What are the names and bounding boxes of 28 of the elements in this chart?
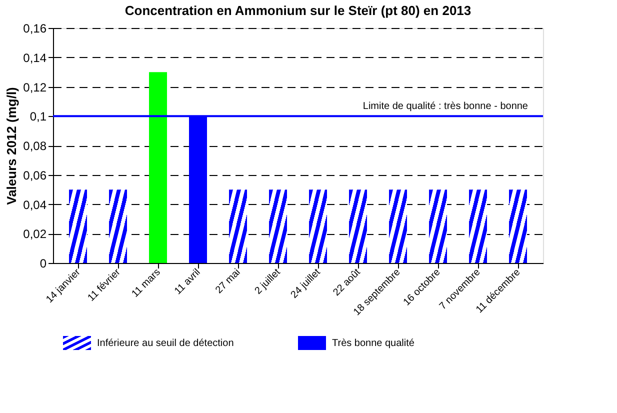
y-tick-label: 0,1: [30, 110, 47, 124]
chart-title: Concentration en Ammonium sur le Steïr (pt 80) en 2013: [124, 3, 472, 18]
y-tick-label: 0,08: [23, 139, 47, 153]
y-tick-label: 0,02: [23, 227, 47, 242]
y-tick-label: 0,16: [23, 22, 47, 36]
x-tick-label: 11 avril: [172, 266, 203, 298]
legend-label: Très bonne qualité: [332, 338, 415, 349]
ref-line-label: Limite de qualité : très bonne - bonne: [362, 101, 528, 112]
bar: [469, 190, 487, 263]
y-axis-title: Valeurs 2012 (mg/l): [4, 87, 20, 205]
legend-label: Inférieure au seuil de détection: [97, 338, 234, 349]
y-tick-label: 0,04: [23, 198, 47, 212]
bar: [149, 72, 167, 263]
x-tick-label: 22 août: [331, 266, 363, 298]
bar: [349, 190, 367, 263]
bar: [389, 190, 407, 263]
bar: [69, 190, 87, 263]
bar: [269, 190, 287, 263]
bar: [309, 190, 327, 263]
y-tick-label: 0,14: [23, 50, 47, 65]
x-tick-label: 27 mai: [214, 266, 243, 296]
bar: [229, 190, 247, 263]
bar: [109, 190, 127, 263]
bar: [429, 190, 447, 263]
bar: [509, 190, 527, 263]
y-tick-label: 0: [40, 256, 47, 270]
y-tick-label: 0,06: [23, 168, 47, 182]
y-tick-label: 0,12: [23, 80, 47, 94]
